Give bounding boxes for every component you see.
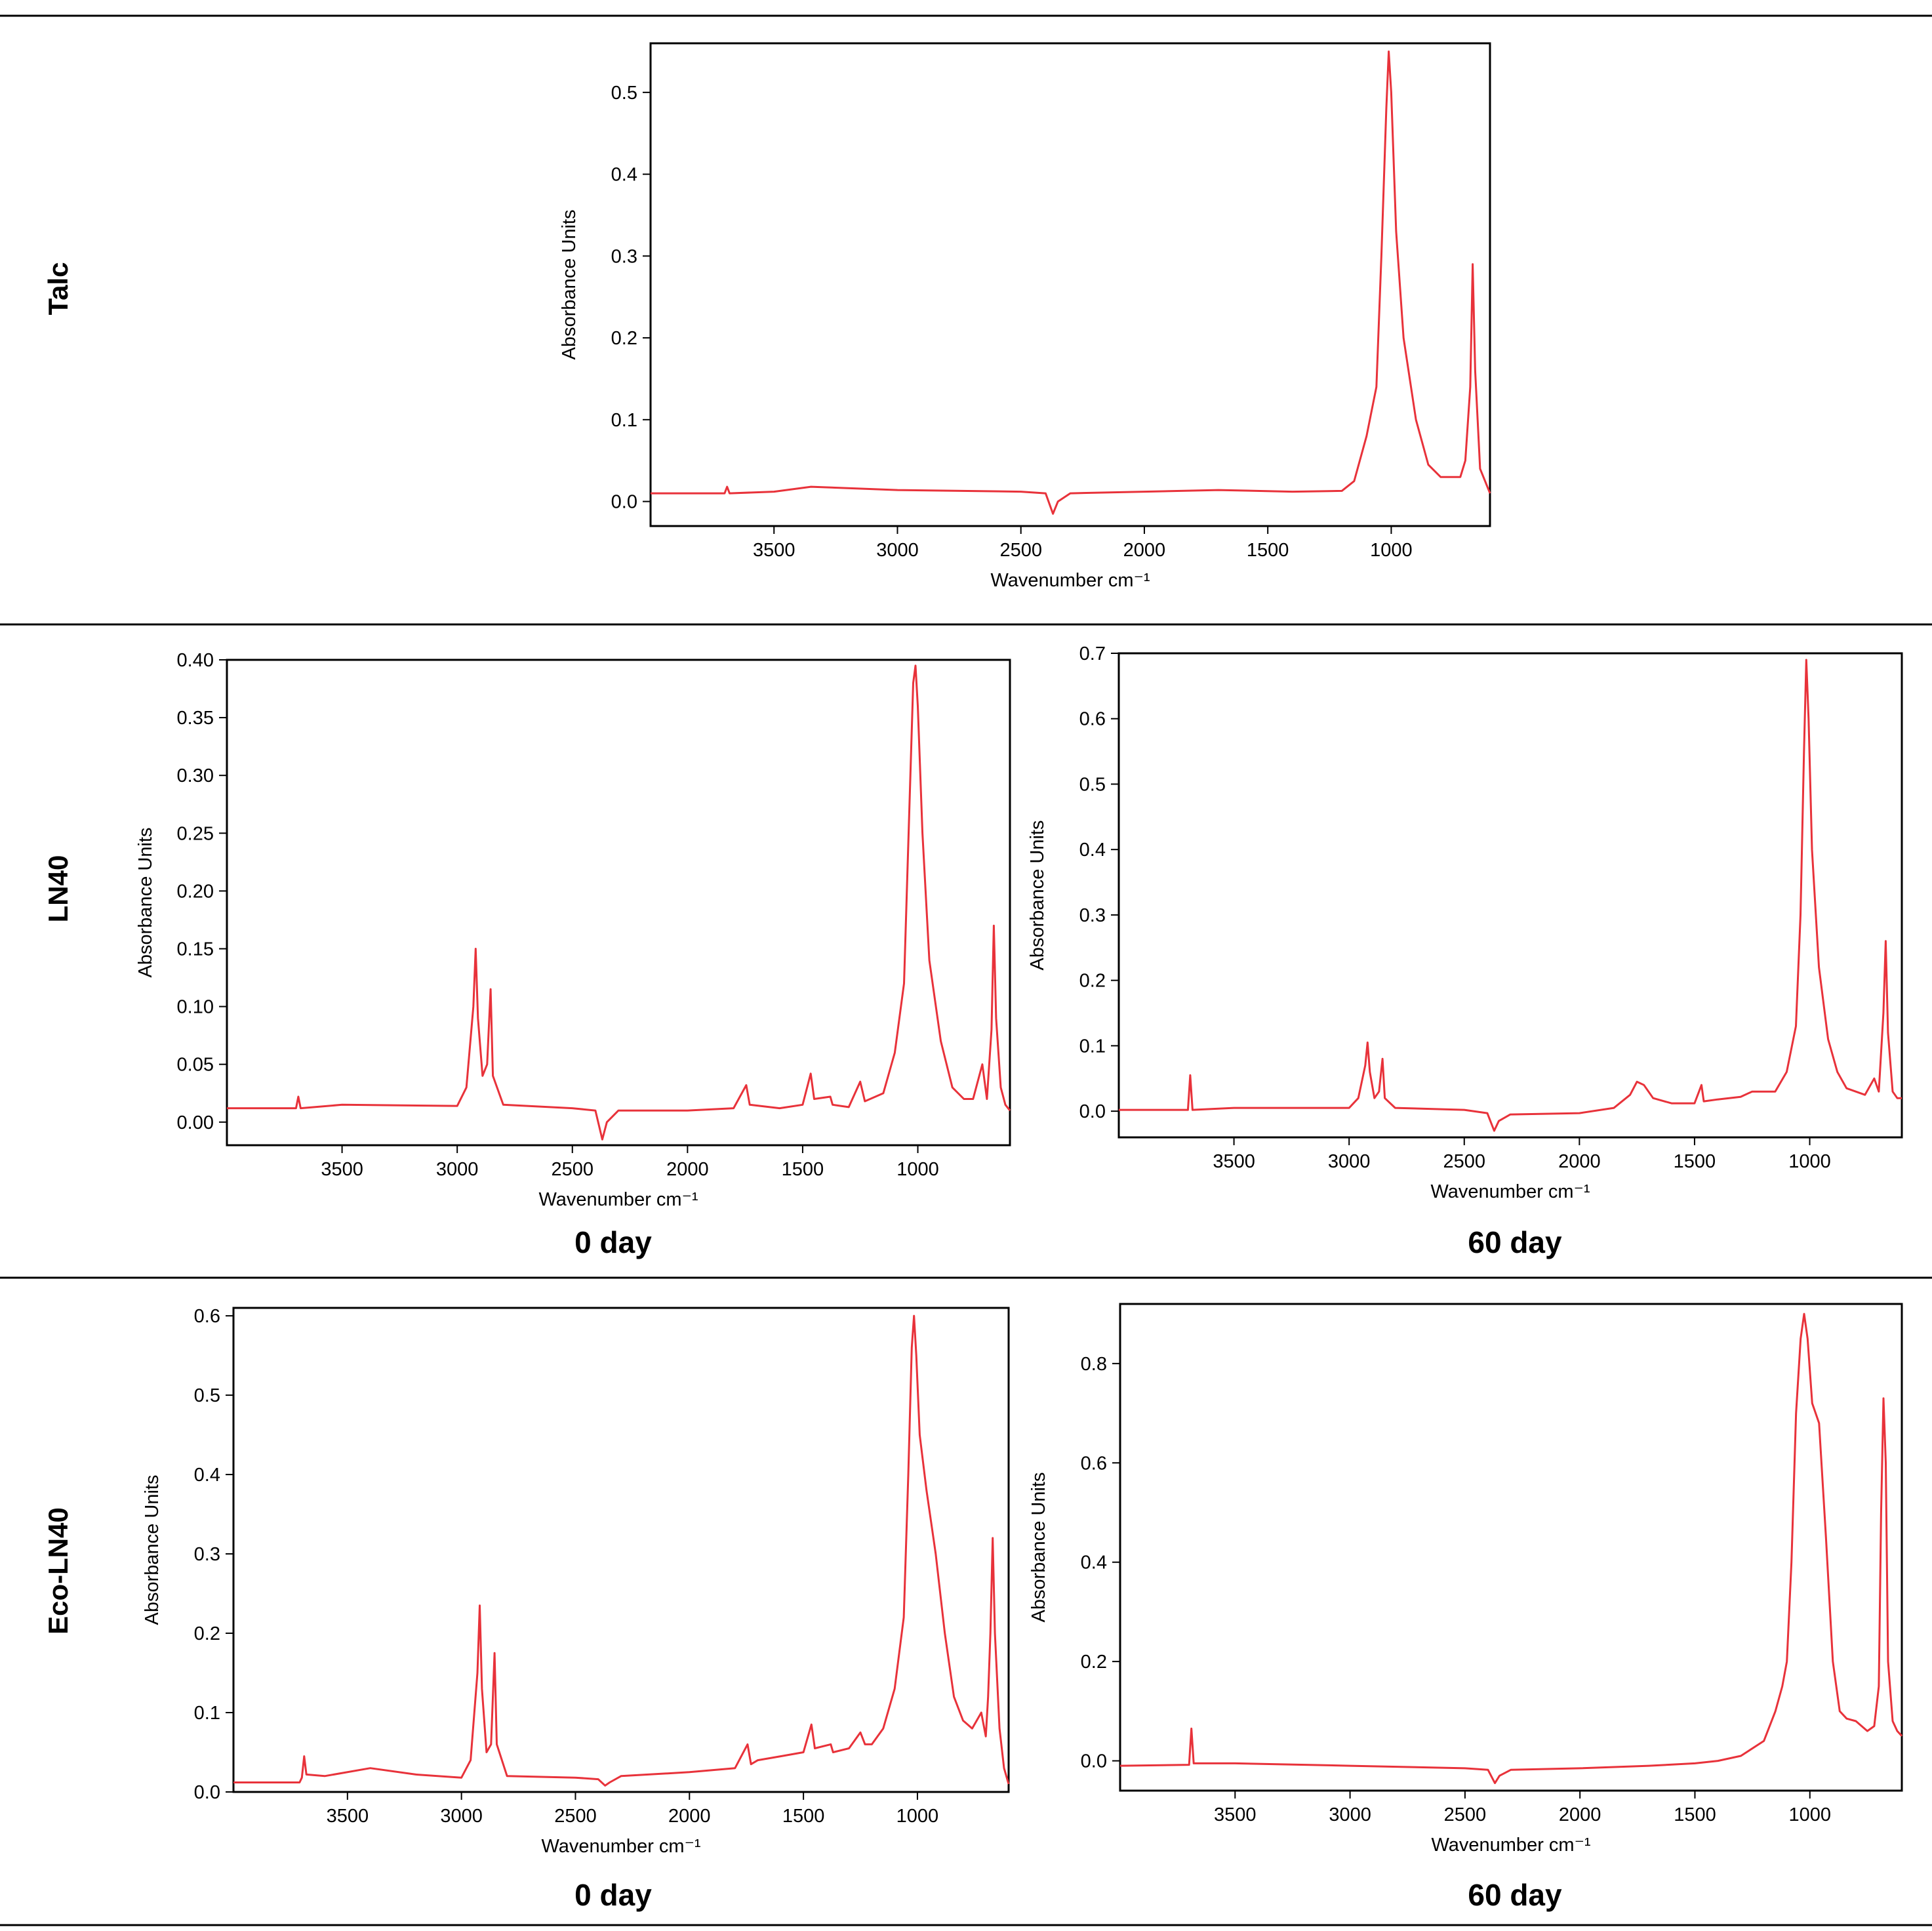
y-tick-label: 0.1 [611, 410, 637, 431]
y-tick-label: 0.3 [1079, 905, 1106, 926]
y-tick-label: 0.5 [611, 83, 637, 104]
y-tick-label: 0.7 [1079, 643, 1106, 664]
spectrum-line [1119, 1312, 1903, 1785]
y-tick-label: 0.1 [1079, 1036, 1106, 1057]
chart-eco-ln40-0day: 3500 3000 2500 2000 1500 1000 0.0 0.1 0.2 0.3 0.4 0… [142, 1306, 1010, 1857]
x-tick-label: 2500 [554, 1806, 597, 1827]
y-tick-label: 0.3 [611, 246, 637, 267]
y-tick-label: 0.00 [177, 1112, 214, 1133]
x-tick-label: 1500 [1674, 1804, 1716, 1825]
spectrum-line [1119, 659, 1902, 1132]
y-tick-label: 0.4 [611, 165, 637, 186]
y-tick-label: 0.6 [1079, 709, 1106, 730]
y-axis-label: Absorbance Units [135, 828, 156, 978]
row-label-eco-ln40: Eco-LN40 [43, 1507, 73, 1635]
caption-eco-0day: 0 day [574, 1878, 652, 1912]
y-tick-label: 0.5 [194, 1385, 220, 1406]
y-tick-label: 0.4 [194, 1465, 220, 1486]
y-tick-label: 0.20 [177, 881, 214, 902]
plot-frame [649, 42, 1491, 527]
y-tick-label: 0.4 [1081, 1553, 1107, 1574]
x-tick-label: 1000 [896, 1806, 939, 1827]
x-tick-label: 3500 [753, 540, 795, 561]
plot-frame [226, 659, 1011, 1147]
caption-ln40-0day: 0 day [574, 1225, 652, 1259]
x-tick-label: 2000 [668, 1806, 711, 1827]
y-tick-label: 0.1 [194, 1703, 220, 1724]
y-tick-label: 0.6 [194, 1306, 220, 1327]
spectrum-line [651, 51, 1491, 515]
x-axis-label: Wavenumber cm⁻¹ [1430, 1181, 1590, 1202]
x-tick-label: 2000 [1558, 1151, 1601, 1172]
row-label-talc: Talc [43, 262, 73, 315]
x-tick-label: 3500 [327, 1806, 369, 1827]
y-axis-label: Absorbance Units [1028, 1473, 1049, 1623]
plot-frame [1119, 1303, 1903, 1792]
y-tick-label: 0.3 [194, 1544, 220, 1565]
y-tick-label: 0.4 [1079, 840, 1106, 861]
x-tick-label: 1500 [1674, 1151, 1716, 1172]
x-tick-label: 1500 [782, 1806, 825, 1827]
y-tick-label: 0.35 [177, 708, 214, 729]
x-tick-label: 3500 [321, 1159, 363, 1180]
y-tick-label: 0.15 [177, 939, 214, 960]
y-tick-label: 0.5 [1079, 774, 1106, 795]
x-axis-label: Wavenumber cm⁻¹ [541, 1836, 700, 1857]
x-tick-label: 2500 [1444, 1804, 1487, 1825]
x-tick-label: 3000 [440, 1806, 483, 1827]
x-tick-label: 1000 [1788, 1151, 1831, 1172]
y-tick-label: 0.0 [194, 1782, 220, 1803]
y-tick-label: 0.8 [1081, 1354, 1107, 1375]
plot-frame [232, 1307, 1010, 1793]
y-tick-label: 0.0 [611, 492, 637, 513]
chart-talc: 3500 3000 2500 2000 1500 1000 0.0 0.1 0.2 0.3 0.4 0… [559, 42, 1491, 591]
x-tick-label: 1500 [782, 1159, 824, 1180]
plot-frame [1117, 652, 1903, 1139]
row-label-ln40: LN40 [43, 855, 73, 923]
x-tick-label: 3000 [1328, 1151, 1371, 1172]
y-tick-label: 0.05 [177, 1055, 214, 1076]
spectrum-line [227, 664, 1011, 1141]
y-tick-label: 0.30 [177, 765, 214, 786]
caption-eco-60day: 60 day [1468, 1878, 1562, 1912]
chart-ln40-0day: 3500 3000 2500 2000 1500 1000 0.00 0.05 0.10 0.15… [135, 650, 1011, 1210]
y-tick-label: 0.2 [1079, 971, 1106, 992]
x-tick-label: 1000 [1789, 1804, 1832, 1825]
x-tick-label: 3000 [876, 540, 919, 561]
chart-eco-ln40-60day: 3500 3000 2500 2000 1500 1000 0.0 0.2 0.4 0.6 0.8 W… [1028, 1303, 1903, 1856]
x-tick-label: 3000 [436, 1159, 479, 1180]
x-tick-label: 2000 [1123, 540, 1166, 561]
y-tick-label: 0.2 [194, 1623, 220, 1644]
y-axis-label: Absorbance Units [1027, 821, 1048, 971]
chart-ln40-60day: 3500 3000 2500 2000 1500 1000 0.0 0.1 0.2 0.3 0.4 0… [1027, 643, 1903, 1202]
y-tick-label: 0.25 [177, 823, 214, 844]
y-tick-label: 0.10 [177, 997, 214, 1018]
y-tick-label: 0.0 [1079, 1101, 1106, 1122]
x-tick-label: 3500 [1214, 1804, 1257, 1825]
y-axis-label: Absorbance Units [559, 210, 580, 360]
x-tick-label: 2500 [999, 540, 1042, 561]
x-axis-label: Wavenumber cm⁻¹ [990, 570, 1150, 591]
x-tick-label: 1000 [896, 1159, 939, 1180]
spectrum-line [233, 1314, 1010, 1787]
y-tick-label: 0.6 [1081, 1453, 1107, 1474]
y-tick-label: 0.40 [177, 650, 214, 671]
x-axis-label: Wavenumber cm⁻¹ [1431, 1835, 1590, 1856]
x-axis-label: Wavenumber cm⁻¹ [538, 1189, 698, 1210]
x-tick-label: 2000 [666, 1159, 709, 1180]
x-tick-label: 3500 [1213, 1151, 1255, 1172]
y-tick-label: 0.2 [611, 328, 637, 349]
caption-ln40-60day: 60 day [1468, 1225, 1562, 1259]
x-tick-label: 2000 [1559, 1804, 1601, 1825]
x-tick-label: 1000 [1370, 540, 1413, 561]
y-tick-label: 0.0 [1081, 1751, 1107, 1772]
x-tick-label: 2500 [1443, 1151, 1486, 1172]
x-tick-label: 2500 [552, 1159, 594, 1180]
x-tick-label: 3000 [1329, 1804, 1371, 1825]
x-tick-label: 1500 [1247, 540, 1289, 561]
y-tick-label: 0.2 [1081, 1652, 1107, 1673]
y-axis-label: Absorbance Units [142, 1475, 163, 1625]
